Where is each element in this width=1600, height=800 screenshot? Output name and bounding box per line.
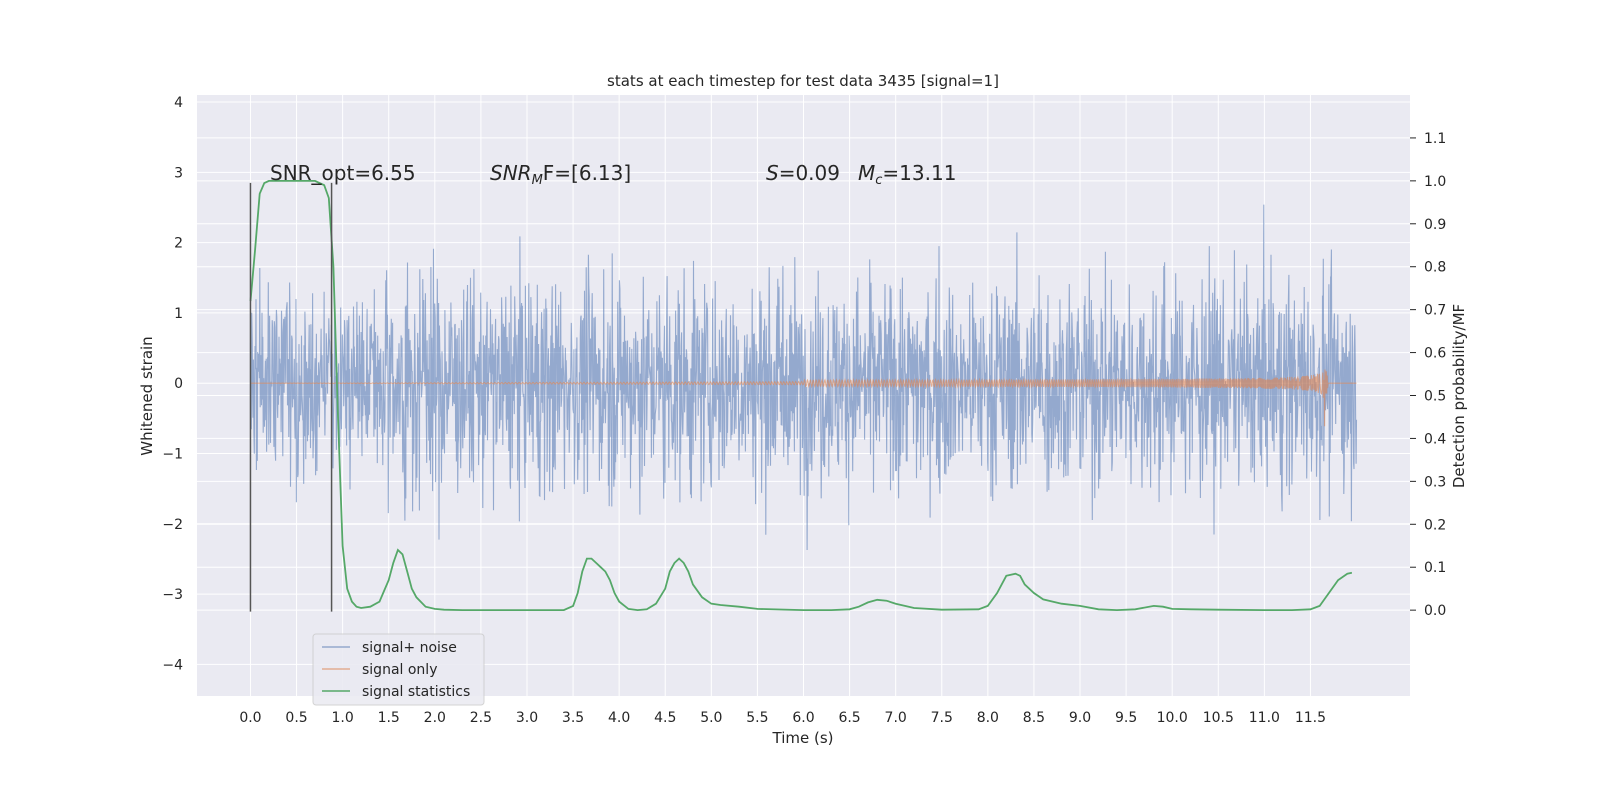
y2-tick-label: 0.7 bbox=[1424, 303, 1446, 319]
s-italic: S bbox=[766, 161, 779, 185]
x-tick-label: 8.5 bbox=[1023, 710, 1045, 726]
x-tick-label: 1.5 bbox=[378, 710, 400, 726]
snr-opt-annotation: SNR_opt=6.55 bbox=[270, 161, 416, 185]
x-tick-label: 11.0 bbox=[1249, 710, 1280, 726]
y2-tick-label: 1.1 bbox=[1424, 131, 1446, 147]
x-tick-label: 2.5 bbox=[470, 710, 492, 726]
series-signal-statistics bbox=[249, 180, 1353, 612]
y-tick-label: 1 bbox=[174, 306, 183, 322]
x-tick-label: 8.0 bbox=[977, 710, 999, 726]
legend-label-signal-only: signal only bbox=[362, 662, 437, 678]
y-tick-label: −1 bbox=[162, 446, 183, 462]
s-value: =0.09 bbox=[779, 161, 840, 185]
x-tick-label: 5.5 bbox=[746, 710, 768, 726]
y-tick-label: 2 bbox=[174, 236, 183, 252]
mc-italic: M bbox=[858, 161, 875, 185]
series-signal-only bbox=[250, 369, 1357, 427]
x-tick-label: 7.5 bbox=[931, 710, 953, 726]
snr-mf-italic: SNR bbox=[490, 161, 532, 185]
y2-tick-label: 0.1 bbox=[1424, 560, 1446, 576]
y2-tick-label: 0.4 bbox=[1424, 431, 1446, 447]
y-tick-label: −2 bbox=[162, 517, 183, 533]
x-tick-label: 0.5 bbox=[285, 710, 307, 726]
legend: signal+ noise signal only signal statist… bbox=[312, 633, 485, 706]
x-axis-label: Time (s) bbox=[772, 729, 834, 747]
y-tick-label: 4 bbox=[174, 95, 183, 111]
snr-mf-value: F=[6.13] bbox=[543, 161, 631, 185]
y-tick-label: 3 bbox=[174, 165, 183, 181]
x-tick-label: 4.0 bbox=[608, 710, 630, 726]
y2-axis-label: Detection probability/MF bbox=[1450, 304, 1468, 488]
x-tick-label: 7.0 bbox=[885, 710, 907, 726]
legend-label-signal-noise: signal+ noise bbox=[362, 640, 457, 656]
y2-tick-label: 0.8 bbox=[1424, 260, 1446, 276]
x-tick-label: 5.0 bbox=[700, 710, 722, 726]
y2-tick-label: 0.0 bbox=[1424, 603, 1446, 619]
legend-label-signal-statistics: signal statistics bbox=[362, 684, 470, 700]
y2-tick-label: 0.5 bbox=[1424, 389, 1446, 405]
x-tick-label: 10.5 bbox=[1203, 710, 1234, 726]
y2-tick-label: 0.6 bbox=[1424, 346, 1446, 362]
x-tick-label: 3.5 bbox=[562, 710, 584, 726]
left-axis-ticks: −4 −3 −2 −1 0 1 2 3 4 bbox=[162, 95, 183, 673]
x-tick-label: 9.0 bbox=[1069, 710, 1091, 726]
series-layer bbox=[249, 180, 1358, 612]
y-tick-label: −3 bbox=[162, 587, 183, 603]
snr-mf-subscript: M bbox=[532, 173, 543, 188]
x-tick-label: 6.0 bbox=[792, 710, 814, 726]
vertical-markers bbox=[249, 182, 333, 612]
series-signal-noise bbox=[249, 204, 1358, 551]
x-tick-label: 0.0 bbox=[239, 710, 261, 726]
mc-subscript: c bbox=[875, 173, 882, 188]
y-tick-label: 0 bbox=[174, 376, 183, 392]
x-tick-label: 11.5 bbox=[1295, 710, 1326, 726]
legend-box bbox=[312, 633, 485, 706]
x-tick-label: 10.0 bbox=[1157, 710, 1188, 726]
chart-title: stats at each timestep for test data 343… bbox=[607, 72, 999, 90]
x-axis-ticks: 0.0 0.5 1.0 1.5 2.0 2.5 3.0 3.5 4.0 4.5 5.0 5.5 6.0 6… bbox=[239, 710, 1326, 726]
x-tick-label: 2.0 bbox=[424, 710, 446, 726]
y2-tick-label: 0.9 bbox=[1424, 217, 1446, 233]
x-tick-label: 4.5 bbox=[654, 710, 676, 726]
y2-tick-label: 0.3 bbox=[1424, 474, 1446, 490]
y-axis-label: Whitened strain bbox=[138, 336, 156, 455]
mc-annotation: Mc=13.11 bbox=[858, 161, 956, 188]
y2-tick-label: 1.0 bbox=[1424, 174, 1446, 190]
x-tick-label: 3.0 bbox=[516, 710, 538, 726]
y-tick-label: −4 bbox=[162, 657, 183, 673]
x-tick-label: 9.5 bbox=[1115, 710, 1137, 726]
right-axis-ticks: 0.0 0.1 0.2 0.3 0.4 0.5 0.6 0.7 0.8 0.9 1.0 1.1 bbox=[1410, 131, 1446, 619]
y2-tick-label: 0.2 bbox=[1424, 517, 1446, 533]
snr-mf-annotation: SNRMF=[6.13] bbox=[490, 161, 631, 188]
x-tick-label: 1.0 bbox=[332, 710, 354, 726]
s-annotation: S=0.09 bbox=[766, 161, 840, 185]
x-tick-label: 6.5 bbox=[838, 710, 860, 726]
mc-value: =13.11 bbox=[882, 161, 956, 185]
